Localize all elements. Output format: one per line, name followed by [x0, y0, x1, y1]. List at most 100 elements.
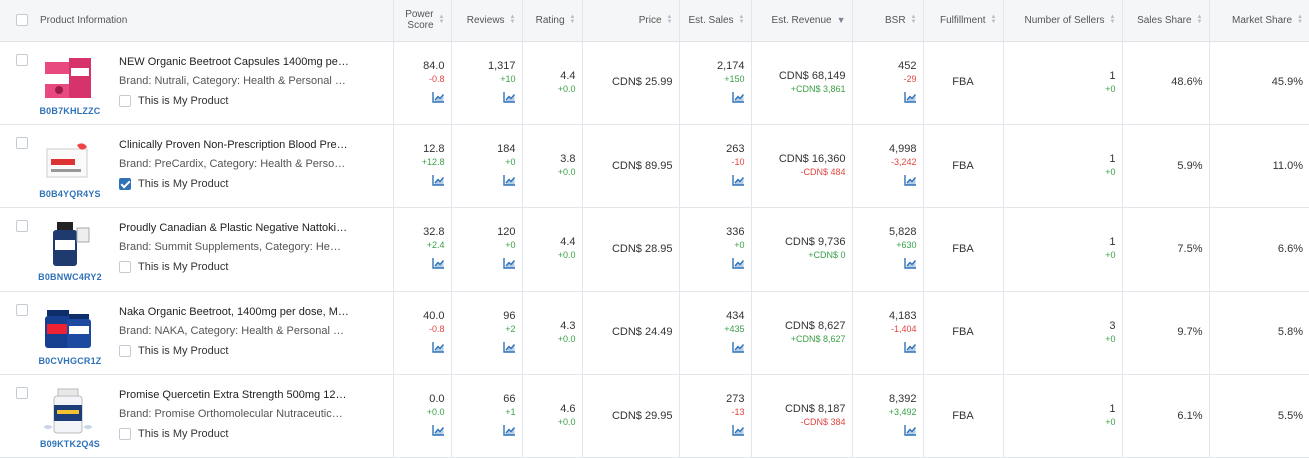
sort-icon[interactable]: ▲ ▼ [1196, 14, 1203, 26]
blue-supplement-bottles-icon[interactable] [42, 302, 94, 354]
price-value: CDN$ 29.95 [611, 409, 673, 422]
header-est-revenue[interactable]: Est. Revenue ▼ [751, 0, 853, 42]
navy-supplement-bottle-icon[interactable] [42, 218, 94, 270]
reviews-trend-icon[interactable] [502, 257, 516, 270]
row-select-checkbox[interactable] [16, 387, 28, 400]
header-number-of-sellers[interactable]: Number of Sellers ▲ ▼ [1003, 0, 1123, 42]
price-cell: CDN$ 29.95 [582, 374, 680, 458]
bsr-cell: 4,998 -3,242 [852, 124, 924, 208]
product-title[interactable]: Promise Quercetin Extra Strength 500mg 1… [119, 389, 349, 402]
power-score-trend-icon[interactable] [431, 174, 445, 186]
sort-desc-icon[interactable]: ▼ [836, 14, 846, 25]
product-title[interactable]: Clinically Proven Non-Prescription Blood… [119, 138, 349, 151]
est-sales-value: 2,174 [716, 59, 745, 72]
rating-cell: 3.8 +0.0 [522, 124, 583, 208]
sort-icon[interactable]: ▲ ▼ [910, 14, 917, 26]
header-sales-share[interactable]: Sales Share ▲ ▼ [1122, 0, 1210, 42]
header-rating[interactable]: Rating ▲ ▼ [522, 0, 583, 42]
my-product-checkbox[interactable] [119, 261, 131, 274]
header-market-share[interactable]: Market Share ▲ ▼ [1209, 0, 1309, 42]
est-sales-trend-icon[interactable] [731, 174, 745, 186]
header-bsr[interactable]: BSR ▲ ▼ [852, 0, 924, 42]
row-select-checkbox[interactable] [16, 136, 28, 149]
reviews-trend-icon[interactable] [502, 174, 516, 186]
my-product-toggle[interactable]: This is My Product [119, 94, 359, 107]
header-fulfillment[interactable]: Fulfillment ▲ ▼ [923, 0, 1004, 42]
reviews-cell: 184 +0 [451, 124, 523, 208]
white-supplement-box-icon[interactable] [42, 135, 94, 187]
my-product-toggle[interactable]: This is My Product [119, 177, 359, 190]
sort-icon[interactable]: ▲ ▼ [738, 14, 745, 26]
row-select-checkbox[interactable] [16, 303, 28, 316]
sort-icon[interactable]: ▲ ▼ [666, 14, 673, 26]
my-product-toggle[interactable]: This is My Product [119, 344, 359, 357]
est-sales-trend-icon[interactable] [731, 91, 745, 103]
product-brand-category: Brand: Promise Orthomolecular Nutraceuti… [119, 408, 347, 421]
product-title[interactable]: Naka Organic Beetroot, 1400mg per dose, … [119, 305, 349, 318]
rating-value: 4.6 [560, 403, 576, 416]
table-row: B09KTK2Q4S Promise Quercetin Extra Stren… [0, 374, 1309, 458]
product-title[interactable]: Proudly Canadian & Plastic Negative Natt… [119, 222, 349, 235]
reviews-trend-icon[interactable] [502, 424, 516, 436]
est-sales-trend-icon[interactable] [731, 341, 745, 353]
est-revenue-value: CDN$ 9,736 [784, 236, 846, 249]
blue-capsule-bottle-icon[interactable] [42, 385, 94, 437]
product-info-cell: B09KTK2Q4S Promise Quercetin Extra Stren… [0, 374, 394, 458]
header-price[interactable]: Price ▲ ▼ [582, 0, 680, 42]
est-revenue-delta: +CDN$ 3,861 [790, 83, 846, 94]
fulfillment-cell: FBA [923, 207, 1004, 292]
market-share-value: 6.6% [1277, 242, 1303, 255]
reviews-cell: 96 +2 [451, 291, 523, 375]
sort-icon[interactable]: ▲ ▼ [1109, 14, 1116, 26]
asin-link[interactable]: B0BNWC4RY2 [38, 272, 102, 283]
header-power-score[interactable]: Power Score ▲ ▼ [393, 0, 452, 42]
est-sales-trend-icon[interactable] [731, 424, 745, 436]
asin-link[interactable]: B0CVHGCR1Z [38, 355, 102, 366]
power-score-value: 32.8 [423, 226, 445, 239]
asin-link[interactable]: B0B4YQR4YS [39, 188, 101, 199]
reviews-cell: 120 +0 [451, 207, 523, 292]
row-select-checkbox[interactable] [16, 220, 28, 233]
reviews-trend-icon[interactable] [502, 341, 516, 353]
my-product-label: This is My Product [138, 177, 229, 190]
reviews-value: 184 [497, 143, 516, 156]
pink-supplement-box-icon[interactable] [42, 52, 94, 104]
sort-icon[interactable]: ▲ ▼ [509, 14, 516, 26]
bsr-trend-icon[interactable] [903, 257, 917, 270]
my-product-toggle[interactable]: This is My Product [119, 261, 359, 274]
bsr-trend-icon[interactable] [903, 91, 917, 103]
reviews-trend-icon[interactable] [502, 91, 516, 103]
asin-link[interactable]: B0B7KHLZZC [39, 105, 101, 116]
power-score-trend-icon[interactable] [431, 91, 445, 103]
est-sales-trend-icon[interactable] [731, 257, 745, 270]
power-score-trend-icon[interactable] [431, 341, 445, 353]
product-title[interactable]: NEW Organic Beetroot Capsules 1400mg per… [119, 55, 349, 68]
est-revenue-cell: CDN$ 9,736 +CDN$ 0 [751, 207, 853, 292]
power-score-trend-icon[interactable] [431, 257, 445, 270]
select-all-checkbox[interactable] [16, 14, 28, 26]
my-product-checkbox[interactable] [119, 177, 131, 190]
sort-icon[interactable]: ▲ ▼ [569, 14, 576, 26]
bsr-delta: -1,404 [890, 323, 917, 334]
est-revenue-value: CDN$ 16,360 [778, 153, 846, 166]
my-product-checkbox[interactable] [119, 428, 131, 441]
bsr-trend-icon[interactable] [903, 341, 917, 353]
market-share-cell: 45.9% [1209, 41, 1309, 124]
sort-icon[interactable]: ▲ ▼ [990, 14, 997, 26]
row-select-checkbox[interactable] [16, 53, 28, 66]
bsr-trend-icon[interactable] [903, 424, 917, 436]
header-reviews[interactable]: Reviews ▲ ▼ [451, 0, 523, 42]
bsr-trend-icon[interactable] [903, 174, 917, 186]
reviews-delta: +10 [500, 73, 516, 84]
header-est-sales[interactable]: Est. Sales ▲ ▼ [679, 0, 752, 42]
my-product-checkbox[interactable] [119, 94, 131, 107]
my-product-toggle[interactable]: This is My Product [119, 428, 359, 441]
sort-icon[interactable]: ▲ ▼ [1297, 14, 1303, 26]
market-share-value: 5.5% [1277, 409, 1303, 422]
my-product-checkbox[interactable] [119, 344, 131, 357]
sort-icon[interactable]: ▲ ▼ [438, 14, 445, 26]
header-product-information[interactable]: Product Information [0, 0, 394, 42]
asin-link[interactable]: B09KTK2Q4S [39, 439, 101, 450]
sellers-value: 1 [1109, 69, 1116, 82]
power-score-trend-icon[interactable] [431, 424, 445, 436]
